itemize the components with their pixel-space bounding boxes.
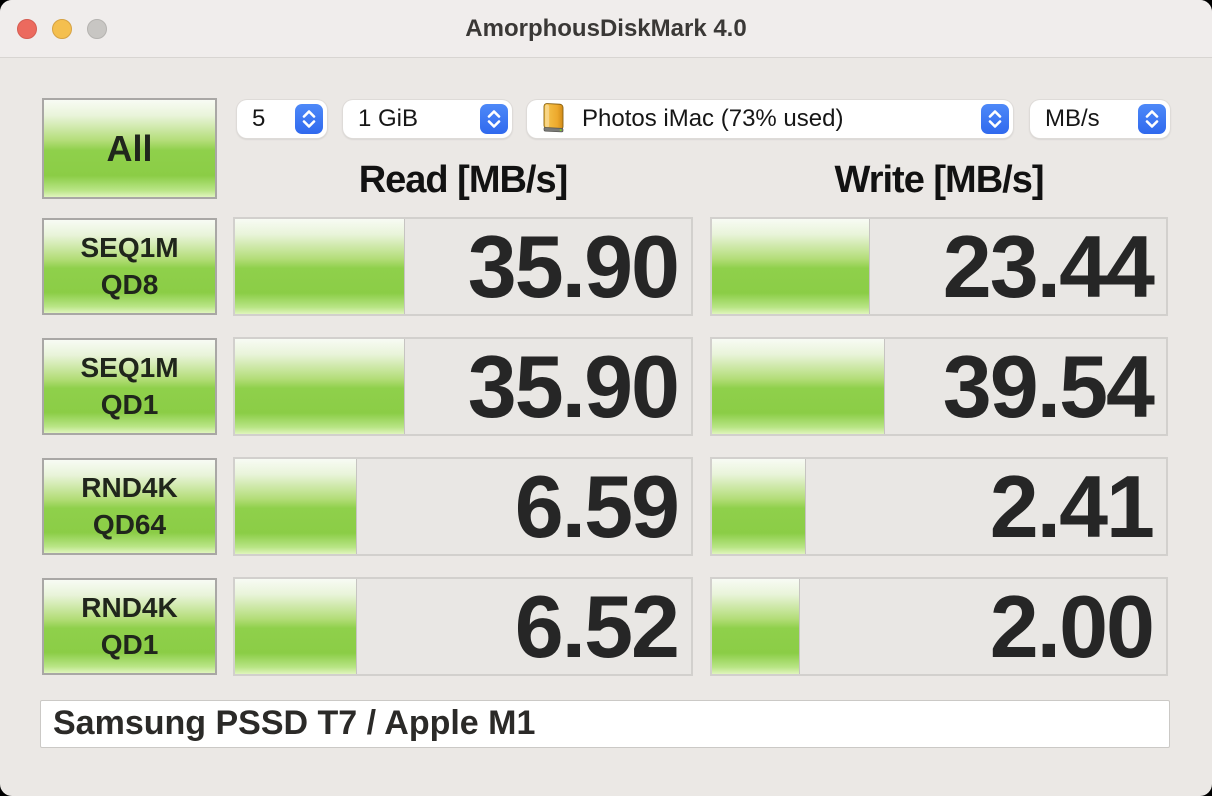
read-value: 35.90 — [467, 337, 680, 436]
test-button-rnd4k-qd64[interactable]: RND4K QD64 — [42, 458, 217, 555]
close-button[interactable] — [17, 18, 37, 39]
run-count-stepper[interactable]: 5 — [237, 100, 327, 138]
window-title: AmorphousDiskMark 4.0 — [465, 14, 747, 42]
write-result-cell: 2.41 — [710, 457, 1168, 556]
test-label-line2: QD1 — [100, 388, 159, 420]
write-value: 39.54 — [942, 337, 1155, 436]
unit-value: MB/s — [1045, 105, 1100, 132]
target-volume-value: Photos iMac (73% used) — [582, 105, 844, 132]
minimize-button[interactable] — [52, 18, 72, 39]
read-column-header: Read [MB/s] — [358, 158, 569, 201]
test-button-rnd4k-qd1[interactable]: RND4K QD1 — [42, 578, 217, 675]
read-value: 35.90 — [467, 217, 680, 316]
test-size-value: 1 GiB — [358, 105, 419, 132]
write-result-cell: 2.00 — [710, 577, 1168, 676]
read-result-cell: 6.52 — [233, 577, 693, 676]
read-bar — [235, 459, 357, 554]
zoom-button[interactable] — [87, 18, 107, 39]
write-bar — [712, 339, 885, 434]
unit-dropdown[interactable]: MB/s — [1030, 100, 1170, 138]
read-bar — [235, 219, 405, 314]
write-value: 23.44 — [942, 217, 1155, 316]
comment-input[interactable] — [40, 700, 1170, 748]
test-button-seq1m-qd8[interactable]: SEQ1M QD8 — [42, 218, 217, 315]
title-bar: AmorphousDiskMark 4.0 — [0, 0, 1212, 58]
test-label-line2: QD64 — [92, 508, 167, 540]
test-label-line2: QD1 — [100, 628, 159, 660]
write-result-cell: 39.54 — [710, 337, 1168, 436]
test-label-line1: SEQ1M — [80, 232, 179, 264]
read-value: 6.59 — [514, 457, 680, 556]
test-label-line1: RND4K — [81, 592, 178, 624]
stepper-chevrons-icon[interactable] — [480, 104, 508, 134]
write-value: 2.00 — [989, 577, 1155, 676]
external-drive-icon — [543, 103, 564, 133]
test-label-line2: QD8 — [100, 268, 159, 300]
read-bar — [235, 339, 405, 434]
test-size-stepper[interactable]: 1 GiB — [343, 100, 512, 138]
run-all-label: All — [106, 127, 153, 169]
write-column-header: Write [MB/s] — [834, 158, 1045, 201]
write-value: 2.41 — [989, 457, 1155, 556]
run-all-button[interactable]: All — [42, 98, 217, 199]
stepper-chevrons-icon[interactable] — [295, 104, 323, 134]
stepper-chevrons-icon[interactable] — [981, 104, 1009, 134]
write-bar — [712, 579, 800, 674]
write-bar — [712, 459, 806, 554]
test-button-seq1m-qd1[interactable]: SEQ1M QD1 — [42, 338, 217, 435]
read-result-cell: 35.90 — [233, 217, 693, 316]
read-result-cell: 35.90 — [233, 337, 693, 436]
test-label-line1: SEQ1M — [80, 352, 179, 384]
write-bar — [712, 219, 870, 314]
test-label-line1: RND4K — [81, 472, 178, 504]
read-value: 6.52 — [514, 577, 680, 676]
stepper-chevrons-icon[interactable] — [1138, 104, 1166, 134]
read-result-cell: 6.59 — [233, 457, 693, 556]
write-result-cell: 23.44 — [710, 217, 1168, 316]
run-count-value: 5 — [252, 105, 266, 132]
target-volume-dropdown[interactable]: Photos iMac (73% used) — [527, 100, 1013, 138]
read-bar — [235, 579, 357, 674]
